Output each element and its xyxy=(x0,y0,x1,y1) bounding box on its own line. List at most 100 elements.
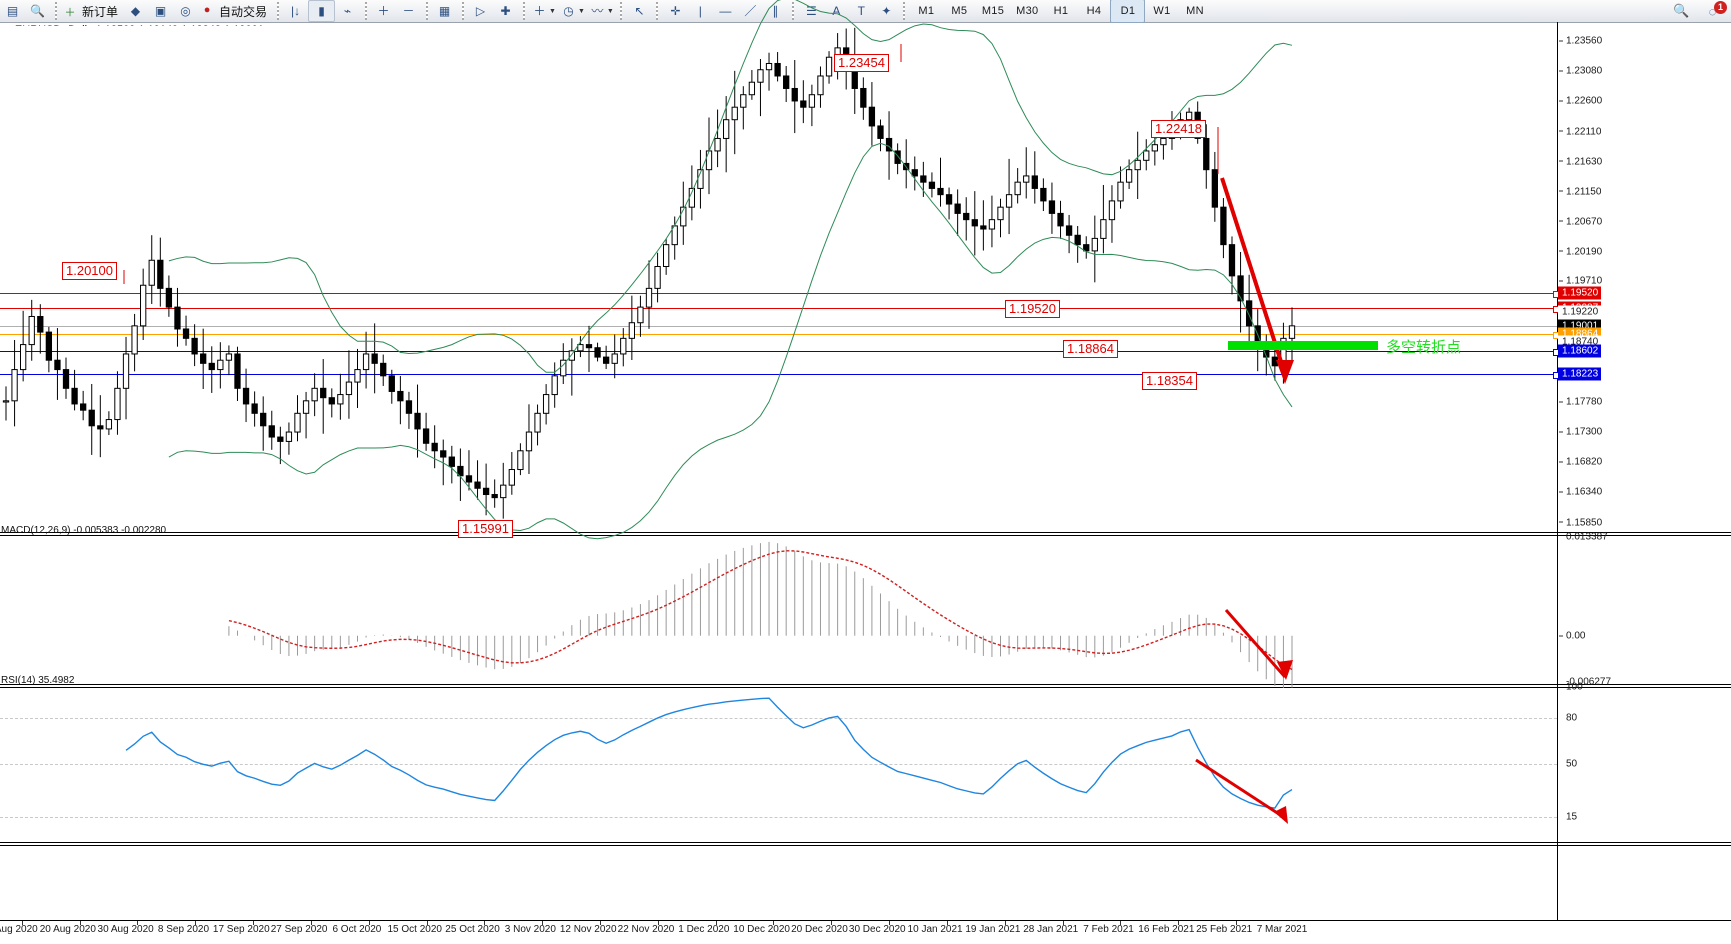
date-axis-tickmark xyxy=(889,921,891,925)
support-zone-highlight[interactable] xyxy=(1228,340,1378,350)
price-axis-tick: 1.16820 xyxy=(1559,457,1602,468)
timeframe-mn[interactable]: MN xyxy=(1186,5,1204,17)
price-axis-line xyxy=(1557,22,1558,920)
notification-badge: 1 xyxy=(1714,1,1727,14)
candlestick-chart-icon[interactable]: ▮ xyxy=(308,0,336,22)
timeframe-m5[interactable]: M5 xyxy=(951,5,968,17)
cursor-icon: ↖ xyxy=(634,4,645,18)
rsi-level-gridline xyxy=(0,817,1557,819)
indicators-icon[interactable]: ＋ ▼ xyxy=(529,1,558,21)
price-annotation-tag[interactable]: 1.18354 xyxy=(1142,372,1197,390)
date-axis-tickmark xyxy=(426,921,428,925)
text-icon[interactable]: A xyxy=(824,1,849,21)
date-axis-tickmark xyxy=(1004,921,1006,925)
zoom-out-icon: － xyxy=(402,4,415,18)
cursor-icon[interactable]: ↖ xyxy=(627,1,652,21)
date-axis-tick-label: 19 Jan 2021 xyxy=(965,924,1021,935)
new-order-button[interactable]: ＋ 新订单 xyxy=(61,1,123,21)
rsi-caption: RSI(14) 35.4982 xyxy=(1,675,75,686)
price-annotation-tag[interactable]: 1.15991 xyxy=(458,520,513,538)
auto-scroll-icon[interactable]: ✚ xyxy=(493,1,518,21)
equidistant-channel-icon[interactable]: ∥ xyxy=(763,1,788,21)
zoom-in-icon[interactable]: ＋ xyxy=(371,1,396,21)
timeframe-m30[interactable]: M30 xyxy=(1016,5,1039,17)
date-axis-tickmark xyxy=(773,921,775,925)
crosshair-icon[interactable]: ✛ xyxy=(663,1,688,21)
macd-pane[interactable] xyxy=(0,537,1731,682)
date-axis-tick-label: 10 Jan 2021 xyxy=(907,924,963,935)
price-level-badge[interactable]: 1.19220 xyxy=(1558,305,1602,319)
price-level-badge[interactable]: 1.19520 xyxy=(1558,286,1602,300)
fibonacci-icon[interactable]: ☰ xyxy=(799,1,824,21)
shapes-icon[interactable]: ✦ xyxy=(874,1,899,21)
price-level-badge[interactable]: 1.18602 xyxy=(1558,344,1602,358)
price-axis-tick-label: 1.16340 xyxy=(1566,486,1603,498)
expert-advisors-icon[interactable]: ◆ xyxy=(123,1,148,21)
bar-chart-icon[interactable]: |↓ xyxy=(283,1,308,21)
date-axis-tick-label: 22 Nov 2020 xyxy=(617,924,675,935)
date-axis-tickmark xyxy=(831,921,833,925)
price-axis-tick-label: 1.17780 xyxy=(1566,396,1603,408)
toolbar-separator xyxy=(617,2,625,20)
search-icon: 🔍 xyxy=(1673,3,1690,18)
price-annotation-tag[interactable]: 1.20100 xyxy=(62,262,117,280)
macd-axis-tick-label: 0.00 xyxy=(1566,630,1586,642)
price-annotation-tag[interactable]: 1.19520 xyxy=(1005,300,1060,318)
macd-axis-tick-label: -0.006277 xyxy=(1566,676,1612,688)
zoom-out-icon[interactable]: － xyxy=(396,1,421,21)
strategy-tester-icon[interactable]: ▣ xyxy=(148,1,173,21)
equidistant-channel-icon: ∥ xyxy=(772,4,779,18)
templates-icon[interactable]: 〰 ▼ xyxy=(587,1,616,21)
price-axis-tick: 1.22110 xyxy=(1559,126,1601,137)
tile-windows-icon[interactable]: ▦ xyxy=(432,1,457,21)
trendline-icon[interactable]: ／ xyxy=(738,1,763,21)
date-axis-tick-label: 10 Dec 2020 xyxy=(733,924,790,935)
text-icon: A xyxy=(832,4,841,18)
timeframe-h1[interactable]: H1 xyxy=(1053,5,1069,17)
toolbar-separator xyxy=(653,2,661,20)
price-axis-tick-label: 1.20670 xyxy=(1566,216,1603,228)
timeframe-m1[interactable]: M1 xyxy=(918,5,935,17)
chevron-down-icon[interactable]: ▼ xyxy=(577,7,585,15)
autotrading-button[interactable]: ● 自动交易 xyxy=(198,1,272,21)
price-level-line[interactable] xyxy=(0,325,1557,327)
price-annotation-tag[interactable]: 1.18864 xyxy=(1063,340,1118,358)
search-icon[interactable]: 🔍 xyxy=(1669,1,1694,21)
data-window-icon[interactable]: 🔍 xyxy=(25,1,50,21)
timeframe-h4[interactable]: H4 xyxy=(1086,5,1102,17)
vertical-line-icon[interactable]: | xyxy=(688,1,713,21)
chevron-down-icon[interactable]: ▼ xyxy=(549,7,556,15)
tick-dash xyxy=(1559,461,1563,463)
date-axis-tick-label: 12 Nov 2020 xyxy=(559,924,617,935)
data-window-icon: 🔍 xyxy=(30,4,45,18)
price-annotation-tag[interactable]: 1.22418 xyxy=(1151,120,1206,138)
date-axis-tick-label: 30 Aug 2020 xyxy=(97,924,154,935)
price-level-badge[interactable]: 1.18223 xyxy=(1558,367,1602,381)
signals-icon[interactable]: ◎ xyxy=(173,1,198,21)
chart-shift-icon[interactable]: ▷ xyxy=(468,1,493,21)
periods-icon[interactable]: ◷ ▼ xyxy=(558,1,587,21)
line-chart-icon[interactable]: ⌁ xyxy=(335,1,360,21)
date-axis-tick-label: 1 Dec 2020 xyxy=(678,924,730,935)
signals-icon: ◎ xyxy=(180,4,191,18)
price-axis-tick: 1.19710 xyxy=(1559,276,1602,287)
date-axis-tickmark xyxy=(79,921,81,925)
rsi-axis-tick-label: 50 xyxy=(1566,758,1578,769)
timeframe-d1[interactable]: D1 xyxy=(1110,0,1146,23)
timeframe-m15[interactable]: M15 xyxy=(981,5,1005,17)
window-list-icon[interactable]: ▤ xyxy=(0,1,25,21)
notifications-icon[interactable]: ◌ 1 xyxy=(1700,1,1727,21)
timeframe-w1[interactable]: W1 xyxy=(1153,5,1171,17)
price-axis-tick-label: 1.20190 xyxy=(1566,246,1603,257)
horizontal-line-icon[interactable]: — xyxy=(713,1,738,21)
chevron-down-icon[interactable]: ▼ xyxy=(606,7,614,15)
text-label-icon[interactable]: T xyxy=(849,1,874,21)
new-order-glyph-icon: ＋ xyxy=(64,7,76,19)
periods-icon: ◷ xyxy=(563,4,574,18)
date-axis-tickmark xyxy=(310,921,312,925)
price-annotation-tag[interactable]: 1.23454 xyxy=(834,54,889,72)
autotrading-button-label: 自动交易 xyxy=(219,4,268,19)
macd-axis-tick: -0.006277 xyxy=(1559,677,1611,688)
